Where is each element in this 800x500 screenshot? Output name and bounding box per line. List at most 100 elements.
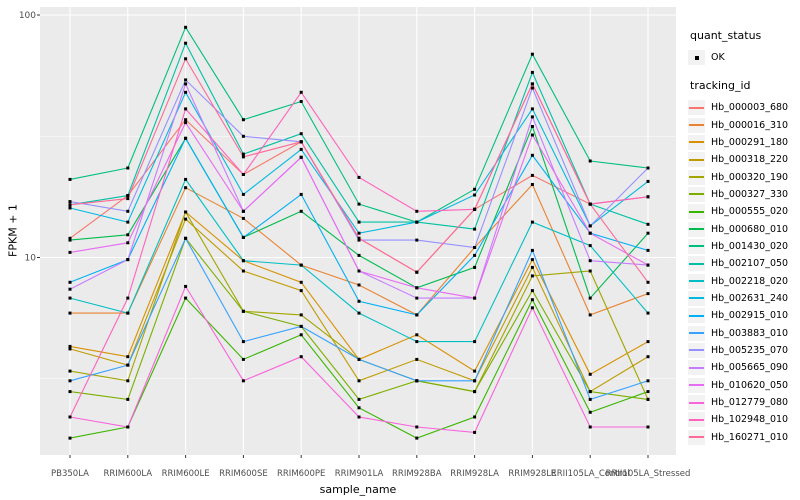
y-axis-title: FPKM + 1 xyxy=(6,204,20,257)
data-point xyxy=(184,78,188,82)
legend-item-label: Hb_000291_180 xyxy=(711,136,789,148)
legend-item-Hb_002915_010: Hb_002915_010 xyxy=(688,307,798,324)
legend-item-label: Hb_003883_010 xyxy=(711,327,789,339)
data-point xyxy=(646,195,650,199)
data-point xyxy=(646,292,650,296)
data-point xyxy=(299,100,303,103)
legend-item-Hb_102948_010: Hb_102948_010 xyxy=(688,411,798,428)
data-point xyxy=(530,248,534,252)
data-point xyxy=(241,259,245,263)
data-point xyxy=(530,258,534,262)
data-point xyxy=(68,344,72,348)
data-point xyxy=(126,209,130,213)
data-point xyxy=(530,274,534,278)
legend-key-box xyxy=(688,186,705,202)
legend-tracking-entries: Hb_000003_680 Hb_000016_310 Hb_000291_180 H… xyxy=(686,99,798,446)
data-point xyxy=(126,233,130,237)
data-point xyxy=(126,363,130,367)
data-point xyxy=(530,298,534,302)
data-point xyxy=(68,236,72,240)
data-point xyxy=(357,231,361,235)
data-point xyxy=(184,121,188,125)
legend-item-Hb_005235_070: Hb_005235_070 xyxy=(688,342,798,359)
data-point xyxy=(415,286,419,290)
data-point xyxy=(184,41,188,45)
data-point xyxy=(473,415,477,419)
data-point xyxy=(415,425,419,429)
data-point xyxy=(530,52,534,56)
legend-item-Hb_002218_020: Hb_002218_020 xyxy=(688,272,798,289)
data-point xyxy=(241,152,245,156)
legend-item-label: Hb_010620_050 xyxy=(711,379,789,391)
data-point xyxy=(357,397,361,401)
legend-line-swatch xyxy=(689,193,704,196)
data-point xyxy=(415,333,419,337)
legend-key-box xyxy=(688,117,705,133)
data-point xyxy=(68,200,72,204)
legend-item-label: Hb_002631_240 xyxy=(711,292,789,304)
data-point xyxy=(415,340,419,344)
data-point xyxy=(184,82,188,86)
point-marker-icon xyxy=(694,55,699,60)
data-point xyxy=(68,250,72,254)
data-point xyxy=(299,263,303,267)
data-point xyxy=(126,194,130,198)
legend-key-box xyxy=(688,256,705,272)
legend-item-label: Hb_160271_010 xyxy=(711,431,789,443)
data-point xyxy=(646,248,650,252)
legend-item-label: Hb_005235_070 xyxy=(711,344,789,356)
data-point xyxy=(126,397,130,401)
data-point xyxy=(646,379,650,383)
data-point xyxy=(241,269,245,273)
legend: quant_status OK tracking_id Hb_000003_68… xyxy=(686,29,798,446)
data-point xyxy=(415,296,419,300)
data-point xyxy=(415,209,419,213)
data-point xyxy=(68,206,72,210)
data-point xyxy=(184,284,188,288)
data-point xyxy=(646,280,650,284)
data-point xyxy=(241,134,245,138)
data-point xyxy=(357,311,361,315)
data-point xyxy=(184,296,188,300)
data-point xyxy=(588,202,592,206)
data-point xyxy=(241,192,245,196)
data-point xyxy=(68,347,72,351)
data-point xyxy=(184,25,188,29)
data-point xyxy=(473,390,477,394)
data-point xyxy=(299,333,303,337)
data-point xyxy=(415,379,419,383)
legend-item-Hb_000318_220: Hb_000318_220 xyxy=(688,151,798,168)
legend-key-box xyxy=(688,325,705,341)
x-tick-label: RRIM600PE xyxy=(277,469,325,479)
data-point xyxy=(530,265,534,269)
x-axis-title: sample_name xyxy=(319,483,397,496)
legend-key-box xyxy=(688,152,705,168)
data-point xyxy=(530,153,534,157)
legend-item-label: Hb_005665_090 xyxy=(711,362,789,374)
legend-line-swatch xyxy=(689,384,704,387)
legend-item-Hb_000555_020: Hb_000555_020 xyxy=(688,203,798,220)
data-point xyxy=(646,425,650,429)
legend-spacer xyxy=(686,66,798,79)
data-point xyxy=(68,369,72,373)
legend-item-label: Hb_000680_010 xyxy=(711,223,789,235)
data-point xyxy=(357,269,361,273)
legend-line-swatch xyxy=(689,141,704,144)
legend-line-swatch xyxy=(689,418,704,421)
legend-item-label: Hb_102948_010 xyxy=(711,414,789,426)
data-point xyxy=(126,241,130,245)
legend-item-Hb_010620_050: Hb_010620_050 xyxy=(688,377,798,394)
data-point xyxy=(588,231,592,235)
data-point xyxy=(646,340,650,344)
data-point xyxy=(299,313,303,317)
legend-item-Hb_012779_080: Hb_012779_080 xyxy=(688,394,798,411)
data-point xyxy=(415,313,419,317)
data-point xyxy=(184,236,188,240)
legend-key-box xyxy=(688,429,705,445)
data-point xyxy=(530,115,534,119)
data-point xyxy=(588,224,592,228)
legend-line-swatch xyxy=(689,349,704,352)
data-point xyxy=(530,82,534,86)
legend-title-tracking-id: tracking_id xyxy=(690,79,751,92)
data-point xyxy=(588,425,592,429)
